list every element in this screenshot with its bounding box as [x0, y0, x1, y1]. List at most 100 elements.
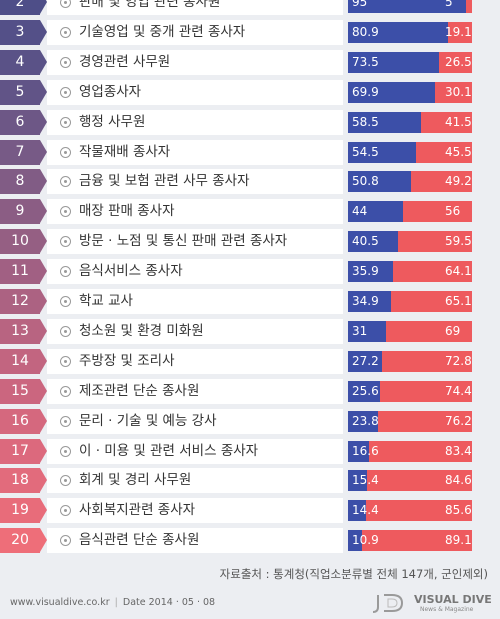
rank-arrow-icon: [40, 110, 47, 134]
rank-arrow-icon: [40, 50, 47, 74]
rank-label: 2: [0, 0, 40, 15]
value-label-male: 27.2: [352, 354, 379, 368]
rank-arrow-icon: [40, 439, 47, 463]
bullet-icon: [60, 326, 71, 337]
chart-row: 4 경영관련 사무원 73.5 26.5: [0, 50, 500, 75]
value-label-male: 15.4: [352, 473, 379, 487]
rank-label: 8: [0, 169, 40, 194]
bullet-icon: [60, 57, 71, 68]
rank-label: 15: [0, 379, 40, 404]
rank-label: 3: [0, 20, 40, 45]
brand-subtitle: News & Magazine: [420, 606, 474, 613]
occupation-card: 주방장 및 조리사: [47, 349, 343, 374]
chart-row: 16 문리 · 기술 및 예능 강사 23.8 76.2: [0, 409, 500, 434]
category-label: 제조관련 단순 종사원: [79, 383, 200, 399]
bar-female: [381, 351, 472, 372]
occupation-card: 사회복지관련 종사자: [47, 498, 343, 523]
bar-male: [348, 381, 380, 402]
bar-female: [439, 52, 472, 73]
bar-male: [348, 321, 387, 342]
rank-label: 17: [0, 439, 40, 464]
bar-male: [348, 411, 378, 432]
bar-male: [348, 261, 393, 282]
rank-arrow-icon: [40, 409, 47, 433]
bar-male: [348, 441, 369, 462]
occupation-card: 방문 · 노점 및 통신 판매 관련 종사자: [47, 229, 343, 254]
category-label: 기술영업 및 중개 관련 종사자: [79, 24, 246, 40]
chart-row: 17 이 · 미용 및 관련 서비스 종사자 16.6 83.4: [0, 439, 500, 464]
bar-male: [348, 530, 362, 551]
value-label-male: 50.8: [352, 174, 379, 188]
rank-arrow-icon: [40, 379, 47, 403]
occupation-card: 판매 및 영업 관련 종사원: [47, 0, 343, 15]
bullet-icon: [60, 206, 71, 217]
bar-male: [348, 22, 449, 43]
chart-row: 11 음식서비스 종사자 35.9 64.1: [0, 259, 500, 284]
site-url[interactable]: www.visualdive.co.kr: [10, 597, 110, 608]
bullet-icon: [60, 87, 71, 98]
value-label-female: 72.8: [445, 354, 472, 368]
bar-female: [367, 470, 472, 491]
category-label: 사회복지관련 종사자: [79, 502, 196, 518]
value-label-female: 19.1: [445, 25, 472, 39]
bar-male: [348, 0, 466, 13]
bar-male: [348, 470, 368, 491]
ranking-chart: 2 판매 및 영업 관련 종사원 95 5 3 기술영업 및 중개 관련 종사자 80.9 1…: [0, 0, 500, 553]
bullet-icon: [60, 386, 71, 397]
value-label-male: 40.5: [352, 234, 379, 248]
rank-arrow-icon: [40, 20, 47, 44]
bar-male: [348, 201, 403, 222]
value-label-female: 64.1: [445, 264, 472, 278]
chart-row: 2 판매 및 영업 관련 종사원 95 5: [0, 0, 500, 15]
bar-male: [348, 142, 416, 163]
chart-row: 5 영업종사자 69.9 30.1: [0, 80, 500, 105]
value-label-male: 35.9: [352, 264, 379, 278]
occupation-card: 음식서비스 종사자: [47, 259, 343, 284]
bar-female: [361, 530, 472, 551]
rank-arrow-icon: [40, 140, 47, 164]
value-label-male: 10.9: [352, 533, 379, 547]
bar-female: [379, 381, 472, 402]
category-label: 청소원 및 환경 미화원: [79, 323, 204, 339]
value-label-male: 16.6: [352, 444, 379, 458]
rank-arrow-icon: [40, 0, 47, 14]
rank-label: 7: [0, 140, 40, 165]
value-label-male: 44: [352, 204, 368, 218]
bullet-icon: [60, 117, 71, 128]
bar-female: [448, 22, 472, 43]
category-label: 금융 및 보험 관련 사무 종사자: [79, 173, 250, 189]
occupation-card: 청소원 및 환경 미화원: [47, 319, 343, 344]
bar-male: [348, 500, 366, 521]
value-label-male: 69.9: [352, 85, 379, 99]
occupation-card: 이 · 미용 및 관련 서비스 종사자: [47, 439, 343, 464]
occupation-card: 영업종사자: [47, 80, 343, 105]
chart-row: 6 행정 사무원 58.5 41.5: [0, 110, 500, 135]
category-label: 회계 및 경리 사무원: [79, 472, 192, 488]
chart-row: 10 방문 · 노점 및 통신 판매 관련 종사자 40.5 59.5: [0, 229, 500, 254]
bullet-icon: [60, 176, 71, 187]
rank-label: 18: [0, 468, 40, 493]
value-label-male: 73.5: [352, 55, 379, 69]
bar-female: [365, 500, 472, 521]
bar-male: [348, 82, 435, 103]
category-label: 작물재배 종사자: [79, 144, 171, 160]
chart-row: 20 음식관련 단순 종사원 10.9 89.1: [0, 528, 500, 553]
rank-label: 5: [0, 80, 40, 105]
bullet-icon: [60, 446, 71, 457]
bar-male: [348, 231, 399, 252]
category-label: 행정 사무원: [79, 114, 146, 130]
chart-row: 12 학교 교사 34.9 65.1: [0, 289, 500, 314]
value-label-female: 56: [445, 204, 461, 218]
bar-male: [348, 291, 392, 312]
value-label-female: 26.5: [445, 55, 472, 69]
bar-male: [348, 351, 382, 372]
chart-row: 19 사회복지관련 종사자 14.4 85.6: [0, 498, 500, 523]
bar-female: [368, 441, 472, 462]
occupation-card: 경영관련 사무원: [47, 50, 343, 75]
occupation-card: 기술영업 및 중개 관련 종사자: [47, 20, 343, 45]
chart-row: 7 작물재배 종사자 54.5 45.5: [0, 140, 500, 165]
rank-label: 12: [0, 289, 40, 314]
bar-male: [348, 112, 421, 133]
rank-label: 11: [0, 259, 40, 284]
rank-arrow-icon: [40, 199, 47, 223]
